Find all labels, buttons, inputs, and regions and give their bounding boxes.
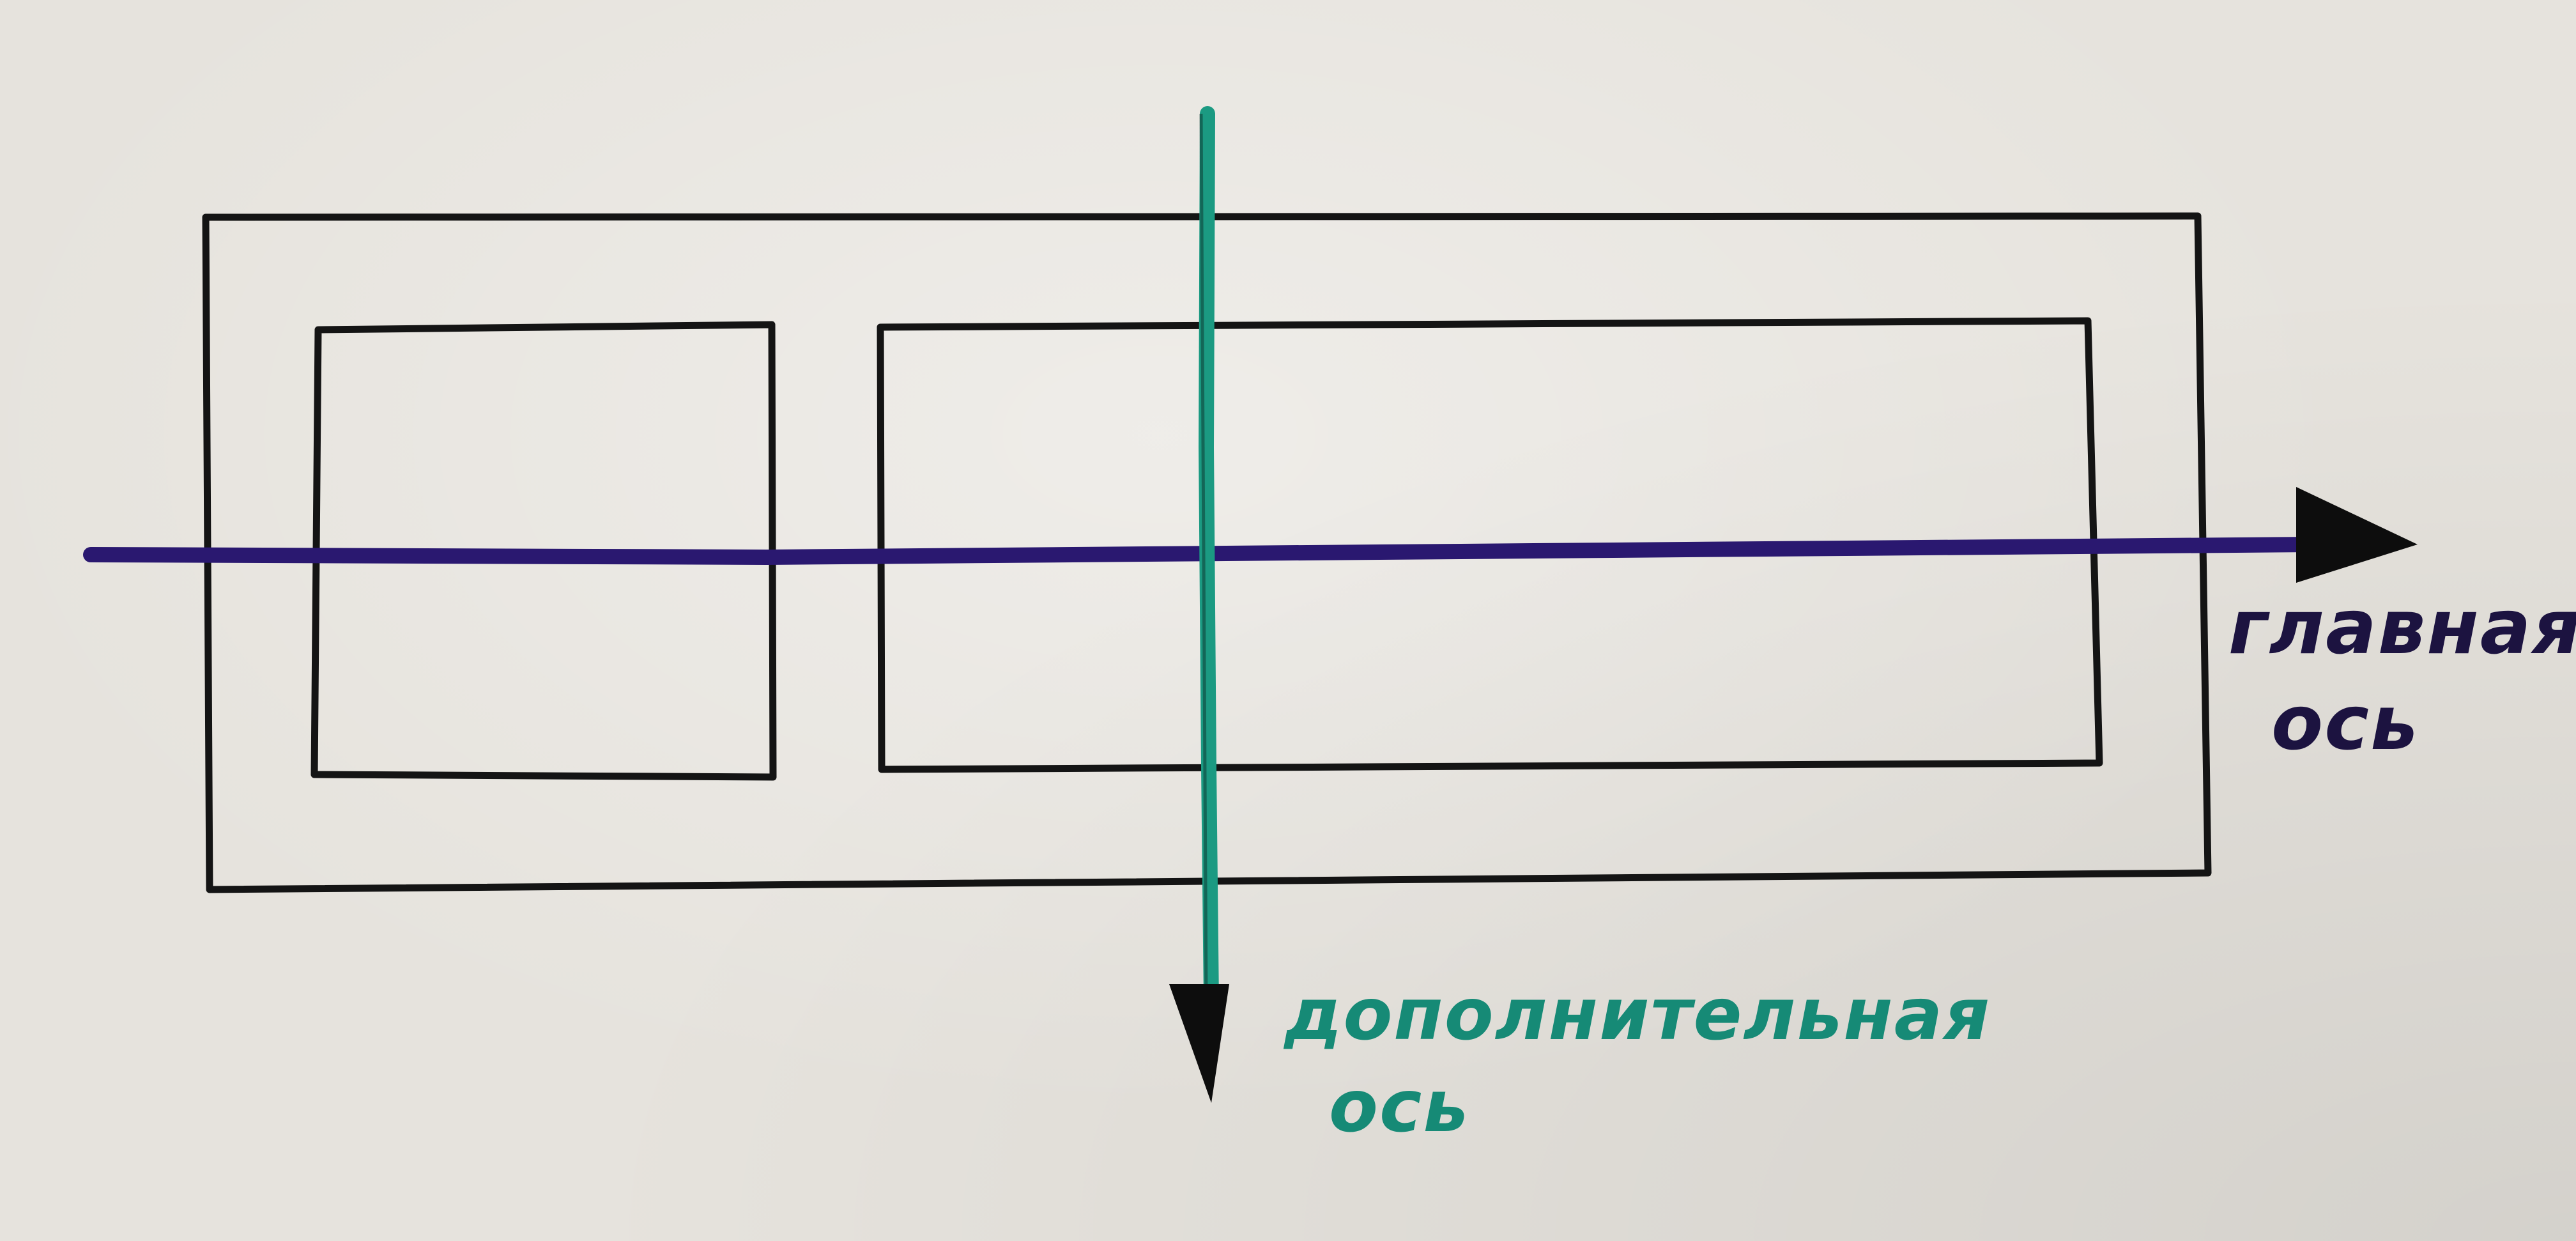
cross-axis-outline bbox=[1199, 113, 1208, 998]
flex-item-1 bbox=[310, 321, 777, 781]
main-axis-arrowhead bbox=[2296, 487, 2418, 583]
cross-axis-arrowhead bbox=[1169, 984, 1229, 1103]
main-axis-line bbox=[83, 537, 2320, 566]
cross-axis-label-second-line: ось bbox=[1329, 1065, 1470, 1148]
main-axis-label-second-line: ось bbox=[2271, 679, 2419, 767]
flex-item-2 bbox=[877, 317, 2103, 773]
main-axis-label: главная bbox=[2228, 583, 2576, 671]
flex-container-box bbox=[202, 212, 2212, 893]
cross-axis-line bbox=[1198, 106, 1219, 1011]
cross-axis-label: дополнительная bbox=[1284, 973, 1991, 1056]
